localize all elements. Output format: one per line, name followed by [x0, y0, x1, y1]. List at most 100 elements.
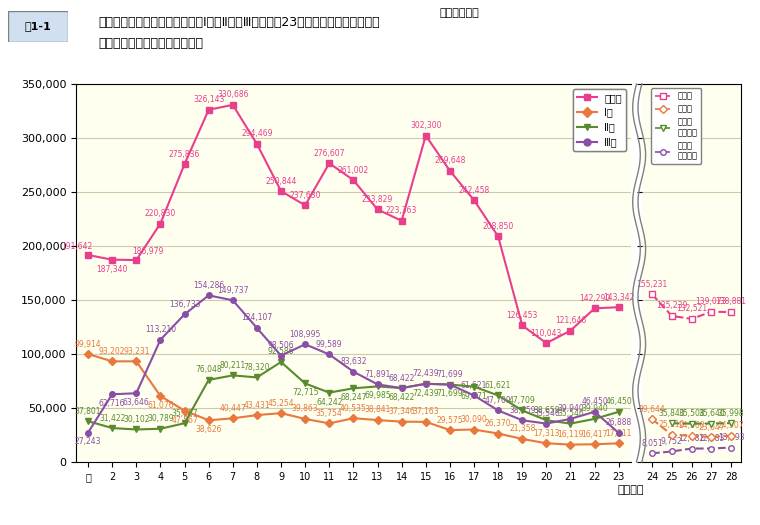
- Text: 261,002: 261,002: [337, 165, 369, 174]
- Text: 35,840: 35,840: [658, 409, 686, 418]
- Text: 43,431: 43,431: [244, 401, 271, 410]
- Text: 294,469: 294,469: [241, 130, 273, 139]
- Text: 37,163: 37,163: [413, 407, 439, 416]
- Text: 92,586: 92,586: [268, 348, 294, 356]
- Text: 78,320: 78,320: [244, 363, 270, 372]
- Text: 16,417: 16,417: [581, 430, 608, 439]
- Text: 47,567: 47,567: [171, 415, 198, 425]
- Text: 98,506: 98,506: [268, 341, 294, 350]
- Text: 113,210: 113,210: [145, 325, 176, 334]
- Text: 121,646: 121,646: [555, 316, 586, 325]
- Text: 61,076: 61,076: [147, 401, 174, 410]
- Text: 71,891: 71,891: [364, 370, 391, 379]
- Text: 149,737: 149,737: [217, 286, 249, 295]
- Text: 35,546: 35,546: [557, 409, 584, 418]
- Text: 269,648: 269,648: [434, 156, 466, 165]
- Text: 13,393: 13,393: [717, 433, 745, 442]
- Text: 68,422: 68,422: [388, 393, 415, 402]
- Text: 38,841: 38,841: [364, 405, 391, 415]
- Text: 23,047: 23,047: [698, 423, 725, 432]
- Text: 12,482: 12,482: [679, 434, 705, 443]
- Text: 68,422: 68,422: [388, 374, 415, 383]
- Text: 191,642: 191,642: [62, 242, 93, 251]
- Legend: 全試験, Ⅰ種, Ⅱ種, Ⅲ種: 全試験, Ⅰ種, Ⅱ種, Ⅲ種: [573, 89, 626, 151]
- Text: 35,546: 35,546: [533, 409, 560, 418]
- Text: 16,119: 16,119: [557, 430, 584, 439]
- Text: 186,979: 186,979: [131, 247, 163, 256]
- Text: 93,202: 93,202: [99, 347, 125, 356]
- Text: 9,752: 9,752: [661, 437, 682, 446]
- Text: 126,453: 126,453: [507, 311, 538, 320]
- Text: 24,360: 24,360: [678, 421, 705, 430]
- Text: 21,358: 21,358: [509, 424, 536, 433]
- Text: 17,313: 17,313: [533, 429, 559, 438]
- Text: 24,507: 24,507: [717, 421, 745, 430]
- Text: 47,709: 47,709: [509, 396, 536, 405]
- Text: 47,709: 47,709: [485, 396, 511, 405]
- Text: 38,659: 38,659: [533, 406, 559, 415]
- Text: 233,829: 233,829: [362, 195, 393, 204]
- Text: 275,836: 275,836: [169, 150, 200, 159]
- Text: 35,887: 35,887: [171, 408, 198, 418]
- Text: 35,754: 35,754: [316, 409, 343, 418]
- Text: 237,630: 237,630: [290, 191, 321, 200]
- Text: 29,575: 29,575: [436, 415, 463, 425]
- Text: 250,844: 250,844: [265, 176, 296, 185]
- Text: 93,231: 93,231: [123, 346, 150, 356]
- Text: 76,048: 76,048: [195, 365, 222, 374]
- Text: 61,621: 61,621: [461, 381, 487, 390]
- Text: 72,439: 72,439: [413, 369, 439, 378]
- Text: 12,483: 12,483: [698, 434, 724, 443]
- Text: 71,699: 71,699: [436, 390, 463, 398]
- Text: 139,073: 139,073: [695, 297, 727, 306]
- Text: 72,715: 72,715: [292, 388, 318, 397]
- Text: 40,535: 40,535: [340, 404, 367, 413]
- Text: 40,447: 40,447: [220, 404, 246, 413]
- Text: 26,370: 26,370: [485, 419, 511, 428]
- Text: 326,143: 326,143: [193, 95, 224, 104]
- Text: 99,589: 99,589: [316, 340, 343, 349]
- Text: 143,342: 143,342: [603, 292, 635, 302]
- Text: 30,789: 30,789: [147, 414, 174, 423]
- Text: 17,311: 17,311: [606, 429, 632, 438]
- Text: 99,914: 99,914: [74, 340, 101, 349]
- Text: 71,699: 71,699: [436, 370, 463, 379]
- Text: 25,110: 25,110: [659, 421, 685, 429]
- Text: 39,940: 39,940: [581, 404, 608, 413]
- Text: 154,286: 154,286: [193, 281, 224, 290]
- Text: 330,686: 330,686: [217, 90, 249, 99]
- Text: 72,439: 72,439: [413, 388, 439, 397]
- Text: 45,254: 45,254: [268, 398, 294, 407]
- Text: 69,985: 69,985: [364, 391, 391, 400]
- Text: 30,102: 30,102: [123, 415, 150, 424]
- Text: 132,521: 132,521: [676, 304, 707, 313]
- Text: 38,659: 38,659: [509, 406, 536, 415]
- Text: 223,363: 223,363: [386, 206, 417, 215]
- Text: 69,771: 69,771: [461, 392, 487, 401]
- Text: 46,450: 46,450: [581, 397, 608, 406]
- Text: 108,995: 108,995: [290, 330, 321, 339]
- Text: 8,051: 8,051: [641, 439, 663, 448]
- Text: 37,801: 37,801: [74, 407, 101, 416]
- Text: 39,644: 39,644: [638, 405, 666, 414]
- Text: 国家公務員採用試験申込者数（Ⅰ種・Ⅱ種・Ⅲ種（平成23年度まで）及び総合職・: 国家公務員採用試験申込者数（Ⅰ種・Ⅱ種・Ⅲ種（平成23年度まで）及び総合職・: [99, 16, 381, 29]
- Text: 35,998: 35,998: [717, 408, 745, 417]
- Text: 302,300: 302,300: [410, 121, 442, 130]
- Text: 276,607: 276,607: [314, 149, 345, 158]
- Text: （年度）: （年度）: [618, 486, 644, 496]
- Text: 110,043: 110,043: [530, 329, 562, 338]
- Text: 27,243: 27,243: [74, 437, 101, 446]
- Text: 37,346: 37,346: [388, 407, 415, 416]
- Text: 242,458: 242,458: [458, 186, 489, 195]
- Text: 155,231: 155,231: [636, 280, 668, 289]
- Text: 26,888: 26,888: [606, 418, 632, 427]
- Text: 35,640: 35,640: [698, 409, 725, 418]
- Text: 63,646: 63,646: [123, 398, 150, 407]
- Text: 31,422: 31,422: [99, 414, 125, 423]
- Text: 124,107: 124,107: [241, 313, 273, 322]
- Text: 46,450: 46,450: [606, 397, 632, 406]
- Text: 80,211: 80,211: [220, 361, 246, 370]
- Text: 136,733: 136,733: [169, 300, 201, 309]
- Text: 一般職（大卒・高卒））の推移: 一般職（大卒・高卒））の推移: [99, 37, 204, 50]
- Legend: 全試験, 総合職, 一般職
（大卒）, 一般職
（高卒）: 全試験, 総合職, 一般職 （大卒）, 一般職 （高卒）: [651, 88, 701, 164]
